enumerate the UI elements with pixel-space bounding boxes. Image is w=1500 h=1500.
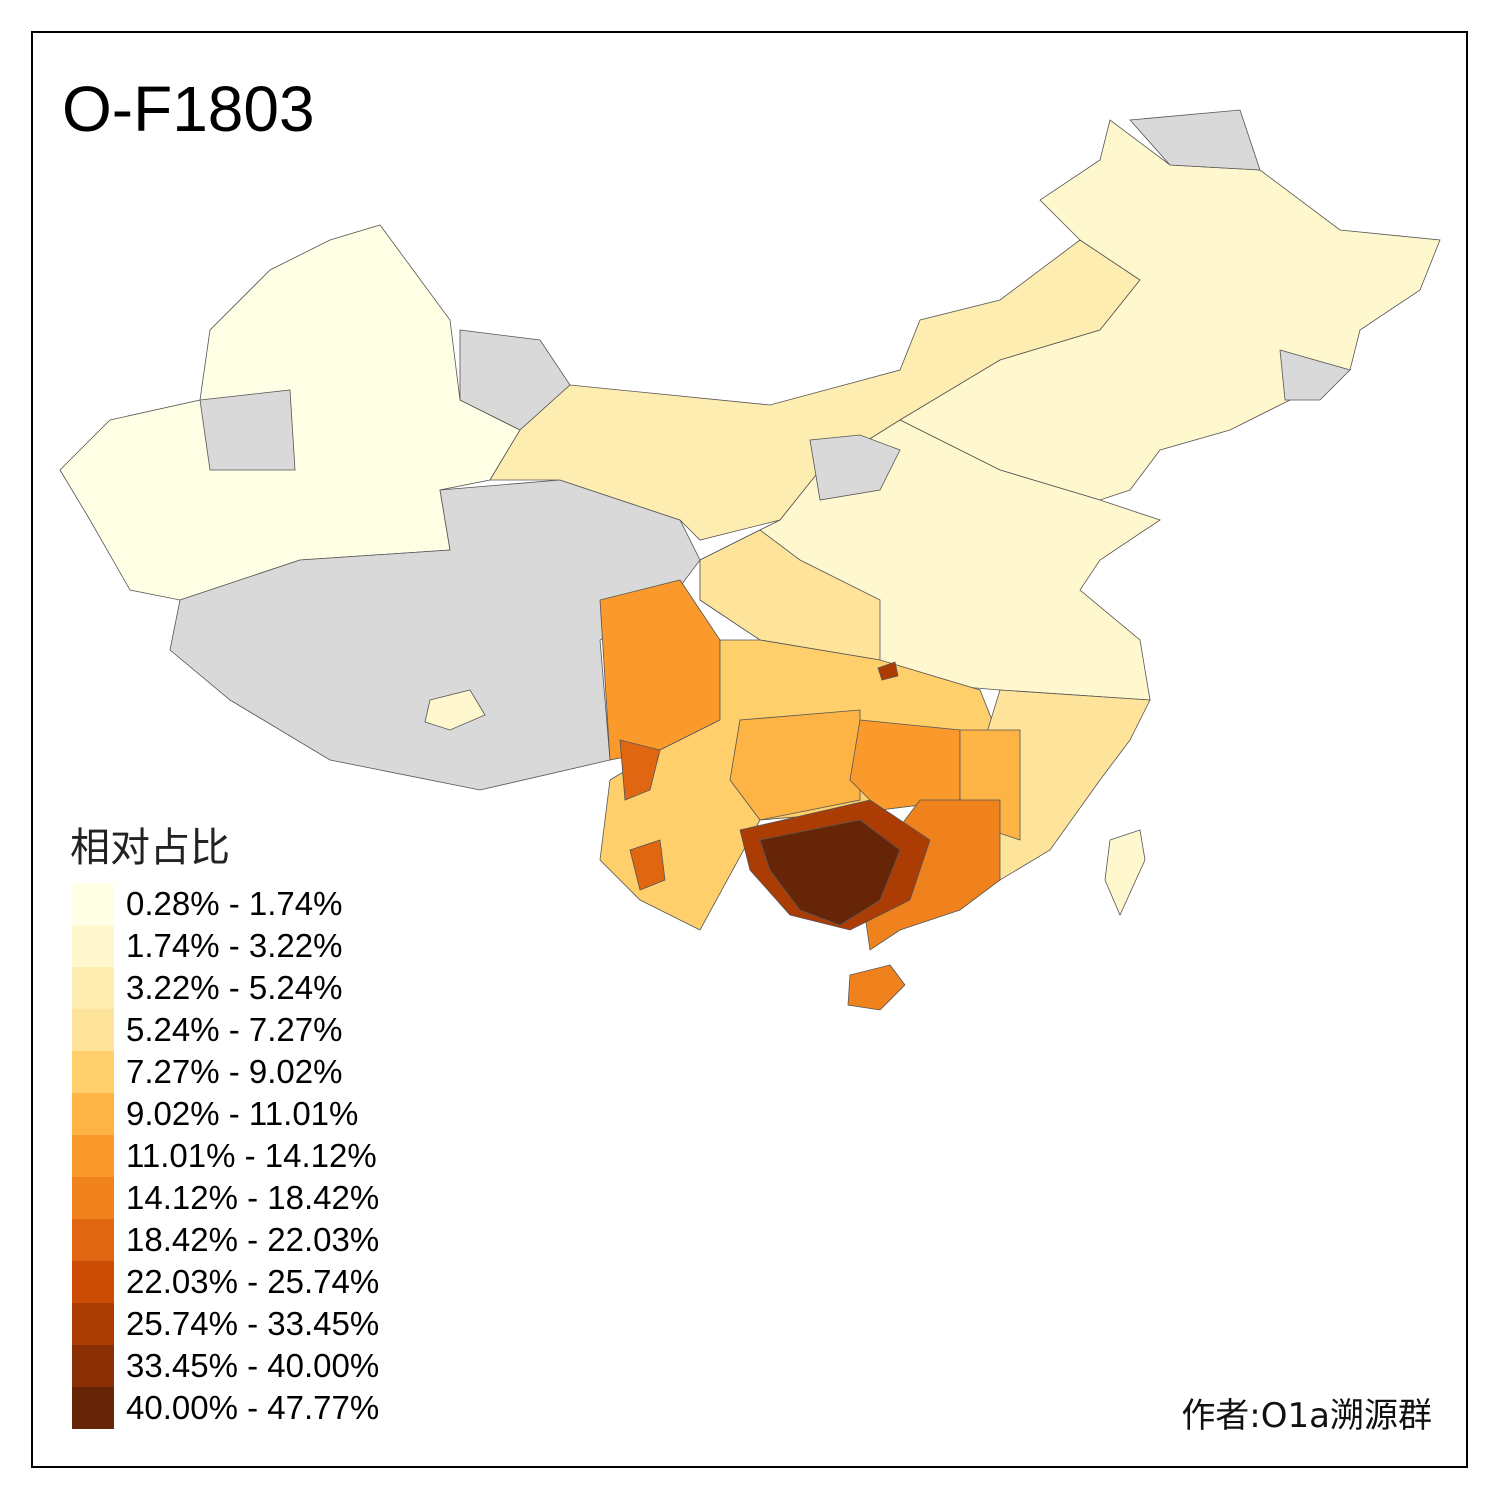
legend-swatch <box>72 1261 114 1303</box>
map-frame <box>31 31 1468 1468</box>
legend: 0.28% - 1.74% 1.74% - 3.22% 3.22% - 5.24% 5… <box>72 883 379 1429</box>
legend-label: 14.12% - 18.42% <box>126 1179 380 1216</box>
legend-label: 7.27% - 9.02% <box>126 1053 343 1090</box>
region-nodata-heilongjiang-north <box>1129 109 1261 171</box>
legend-item: 18.42% - 22.03% <box>72 1219 379 1261</box>
region-guangxi-core <box>759 819 901 926</box>
region-nodata-inner-mongolia <box>809 434 901 501</box>
legend-swatch <box>72 1387 114 1429</box>
legend-swatch <box>72 883 114 925</box>
region-guizhou <box>729 709 861 821</box>
legend-label: 18.42% - 22.03% <box>126 1221 380 1258</box>
map-title: O-F1803 <box>62 73 315 145</box>
legend-swatch <box>72 967 114 1009</box>
legend-item: 14.12% - 18.42% <box>72 1177 379 1219</box>
legend-label: 1.74% - 3.22% <box>126 927 343 964</box>
legend-item: 3.22% - 5.24% <box>72 967 379 1009</box>
legend-label: 9.02% - 11.01% <box>126 1095 359 1132</box>
legend-item: 1.74% - 3.22% <box>72 925 379 967</box>
author-credit: 作者:O1a溯源群 <box>1181 1396 1432 1436</box>
legend-label: 11.01% - 14.12% <box>126 1137 377 1174</box>
region-nodata-heilongjiang-east <box>1279 349 1351 401</box>
region-nodata-xinjiang-west <box>199 389 296 471</box>
legend-swatch <box>72 925 114 967</box>
legend-swatch <box>72 1009 114 1051</box>
legend-swatch <box>72 1093 114 1135</box>
legend-label: 33.45% - 40.00% <box>126 1347 380 1384</box>
region-yunnan-south <box>629 839 666 891</box>
legend-swatch <box>72 1345 114 1387</box>
legend-item: 25.74% - 33.45% <box>72 1303 379 1345</box>
legend-item: 22.03% - 25.74% <box>72 1261 379 1303</box>
region-hunan <box>849 719 961 811</box>
legend-item: 9.02% - 11.01% <box>72 1093 379 1135</box>
region-taiwan <box>1104 829 1146 916</box>
legend-swatch <box>72 1177 114 1219</box>
region-shaanxi-henan <box>699 529 881 661</box>
legend-item: 5.24% - 7.27% <box>72 1009 379 1051</box>
legend-label: 25.74% - 33.45% <box>126 1305 380 1342</box>
legend-item: 40.00% - 47.77% <box>72 1387 379 1429</box>
legend-swatch <box>72 1303 114 1345</box>
legend-title: 相对占比 <box>70 825 230 871</box>
legend-label: 5.24% - 7.27% <box>126 1011 343 1048</box>
legend-item: 0.28% - 1.74% <box>72 883 379 925</box>
region-nodata-tibet-qinghai <box>169 479 701 791</box>
legend-swatch <box>72 1219 114 1261</box>
region-hainan <box>847 964 906 1011</box>
region-yunnan-west <box>619 739 661 801</box>
legend-label: 3.22% - 5.24% <box>126 969 343 1006</box>
legend-swatch <box>72 1051 114 1093</box>
region-hubei-spot <box>877 661 899 681</box>
legend-label: 0.28% - 1.74% <box>126 885 343 922</box>
legend-swatch <box>72 1135 114 1177</box>
legend-label: 40.00% - 47.77% <box>126 1389 380 1426</box>
region-tibet-spot <box>424 689 486 731</box>
legend-item: 33.45% - 40.00% <box>72 1345 379 1387</box>
legend-item: 7.27% - 9.02% <box>72 1051 379 1093</box>
legend-label: 22.03% - 25.74% <box>126 1263 380 1300</box>
legend-item: 11.01% - 14.12% <box>72 1135 379 1177</box>
